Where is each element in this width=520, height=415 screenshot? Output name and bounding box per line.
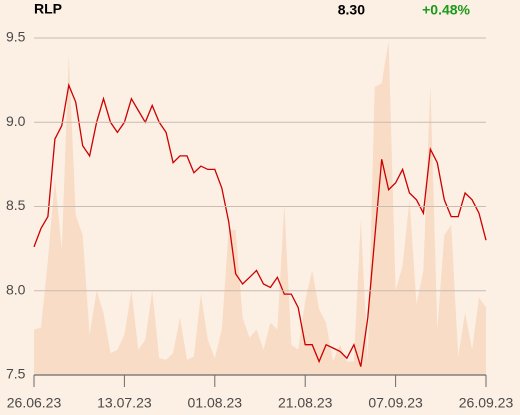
change: +0.48% (422, 2, 470, 18)
x-tick-label: 13.07.23 (97, 395, 152, 411)
y-tick-label: 7.5 (6, 366, 26, 382)
x-tick-label: 07.09.23 (368, 395, 423, 411)
y-tick-label: 9.5 (6, 29, 26, 45)
y-tick-label: 8.0 (6, 281, 26, 297)
y-tick-label: 8.5 (6, 197, 26, 213)
price-line (33, 82, 487, 367)
x-tick-label: 26.09.23 (459, 395, 514, 411)
chart-title: RLP (34, 1, 62, 17)
x-tick-label: 21.08.23 (278, 395, 333, 411)
price: 8.30 (338, 2, 365, 18)
x-tick-label: 26.06.23 (7, 395, 62, 411)
y-tick-label: 9.0 (6, 113, 26, 129)
volume-area (34, 41, 486, 376)
x-tick-label: 01.08.23 (188, 395, 243, 411)
